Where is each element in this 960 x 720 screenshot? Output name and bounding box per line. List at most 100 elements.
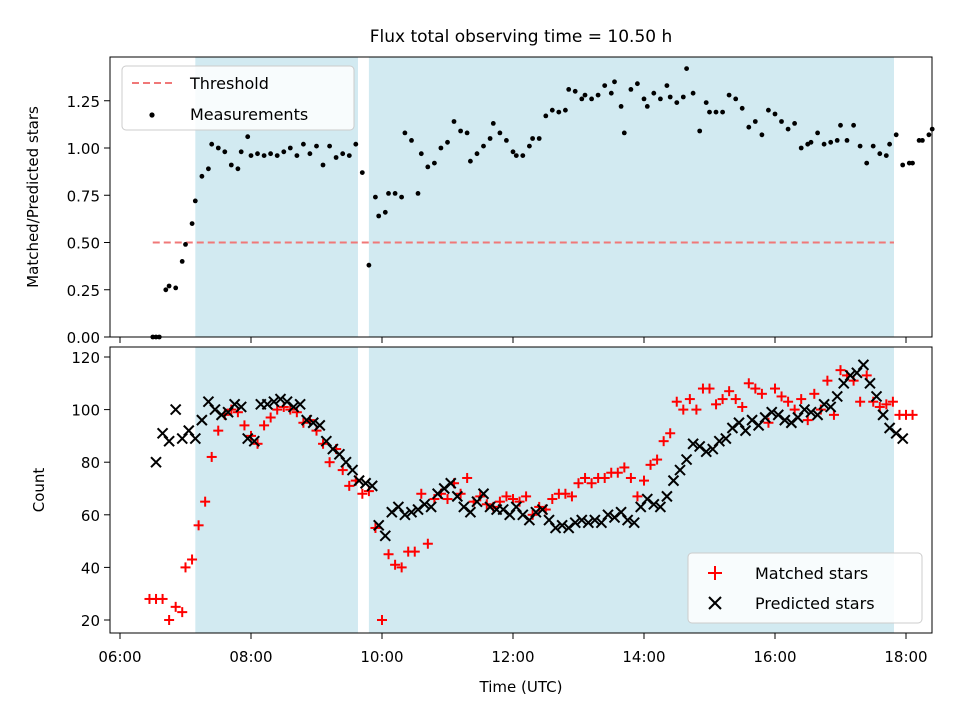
measurement-point	[746, 124, 752, 130]
measurement-point	[248, 153, 254, 159]
measurement-point	[595, 92, 601, 98]
matched-star-point	[560, 488, 571, 499]
predicted-star-point	[379, 530, 391, 542]
measurement-point	[215, 145, 221, 151]
matched-star-point	[187, 554, 198, 565]
predicted-star-point	[405, 506, 418, 518]
predicted-star-point	[805, 406, 817, 418]
matched-star-point	[881, 399, 892, 410]
bottom-y-tick-label: 40	[81, 559, 100, 577]
measurement-point	[808, 139, 814, 145]
measurement-point	[327, 143, 332, 149]
matched-star-point	[756, 388, 767, 399]
predicted-star-point	[163, 435, 175, 447]
predicted-star-point	[870, 390, 883, 403]
matched-star-point	[704, 383, 715, 394]
measurement-point	[887, 141, 892, 147]
measurement-point	[294, 153, 300, 159]
predicted-star-point	[831, 390, 843, 403]
measurement-point	[504, 138, 509, 143]
matched-star-point	[652, 454, 663, 465]
predicted-star-point	[589, 514, 601, 526]
predicted-star-point	[294, 398, 306, 411]
matched-legend-swatch	[708, 566, 722, 580]
bottom-y-tick-label: 120	[71, 349, 100, 367]
bottom-x-axis-label: Time (UTC)	[479, 678, 563, 696]
measurement-point	[851, 122, 856, 128]
measurement-point	[468, 158, 473, 164]
measurement-point	[490, 121, 496, 126]
measurement-point	[658, 96, 663, 102]
measurement-point	[621, 130, 627, 136]
measurement-point	[720, 109, 725, 115]
matched-star-point	[390, 559, 401, 570]
matched-legend-label: Matched stars	[755, 564, 868, 583]
measurement-point	[353, 141, 359, 147]
predicted-star-point	[268, 396, 280, 408]
predicted-legend-swatch	[708, 596, 722, 610]
matched-star-point	[377, 615, 387, 625]
matched-star-point	[711, 399, 722, 410]
matched-star-point	[170, 601, 181, 612]
matched-star-point	[743, 378, 754, 389]
top-legend-box	[121, 65, 355, 131]
measurement-point	[772, 111, 778, 117]
predicted-star-point	[314, 419, 326, 432]
matched-star-point	[684, 394, 695, 405]
measurement-point	[900, 162, 906, 168]
matched-star-point	[200, 496, 211, 507]
measurement-point	[644, 104, 650, 109]
measurement-point	[307, 151, 313, 157]
matched-star-point	[796, 394, 807, 405]
predicted-star-point	[169, 403, 182, 416]
measurement-point	[179, 259, 185, 264]
measurement-point	[206, 166, 211, 172]
measurement-point	[926, 132, 932, 138]
predicted-star-point	[484, 501, 496, 513]
matched-star-point	[665, 428, 676, 439]
measurement-point	[340, 151, 346, 157]
measurement-legend-label: Measurements	[190, 105, 308, 124]
measurement-point	[513, 153, 519, 159]
matched-star-point	[573, 478, 584, 489]
bottom-y-axis: 20 40 60 80 100 120	[71, 349, 110, 630]
measurement-point	[828, 139, 834, 145]
predicted-star-point	[451, 490, 464, 503]
matched-star-point	[658, 436, 669, 447]
measurement-point	[392, 191, 398, 196]
measurement-point	[418, 151, 424, 157]
matched-star-point	[625, 472, 636, 483]
predicted-star-point	[549, 522, 562, 534]
matched-star-point	[717, 394, 728, 405]
measurement-point	[320, 162, 326, 168]
predicted-star-point	[844, 369, 857, 382]
predicted-star-point	[648, 498, 660, 510]
matched-star-point	[521, 491, 532, 502]
predicted-star-point	[353, 474, 365, 487]
measurement-point	[281, 149, 287, 155]
measurement-point	[563, 107, 568, 113]
measurement-point	[752, 119, 758, 124]
measurement-point	[739, 105, 745, 111]
measurement-point	[883, 153, 889, 159]
measurement-point	[222, 149, 228, 155]
matched-star-point	[265, 412, 276, 423]
bottom-legend-box	[687, 552, 923, 624]
measurement-point	[707, 109, 712, 115]
predicted-star-point	[346, 464, 359, 476]
measurement-point	[183, 242, 188, 247]
top-shaded-interval-2	[368, 57, 894, 337]
matched-star-point	[770, 383, 780, 394]
matched-star-point	[632, 491, 643, 502]
matched-star-point	[324, 457, 335, 468]
top-y-tick-label: 1.00	[67, 140, 100, 158]
bottom-y-tick-label: 60	[81, 507, 100, 525]
predicted-star-point	[196, 414, 208, 426]
measurement-point	[238, 149, 244, 155]
measurement-point	[766, 107, 771, 113]
matched-star-point	[809, 388, 820, 399]
matched-star-point	[239, 420, 250, 431]
measurement-point	[245, 134, 251, 140]
measurement-point	[628, 87, 634, 92]
measurement-point	[792, 121, 797, 126]
